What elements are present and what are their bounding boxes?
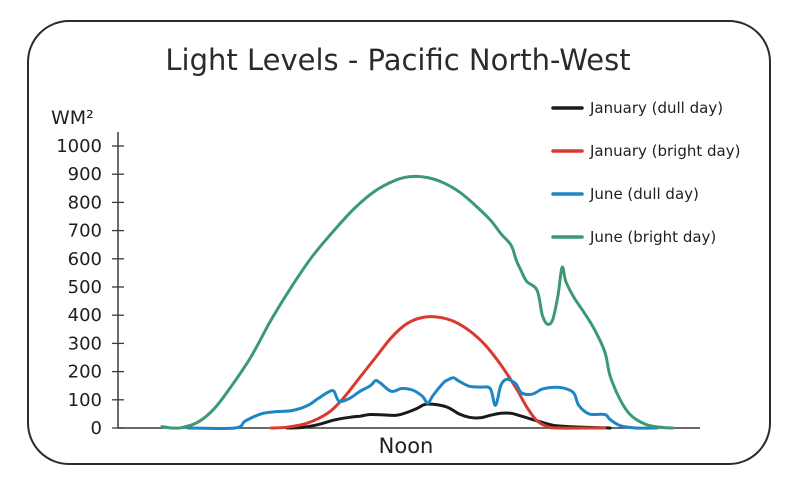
x-axis-label: Noon [379, 434, 434, 458]
y-tick-label: 900 [68, 164, 102, 185]
series-line-june-dull-day [186, 376, 659, 431]
y-tick-label: 200 [68, 362, 102, 383]
y-tick-label: 100 [68, 390, 102, 411]
y-tick-label: 800 [68, 192, 102, 213]
legend-label-january-dull-day: January (dull day) [589, 99, 723, 117]
legend-label-january-bright-day: January (bright day) [589, 142, 740, 160]
y-tick-label: 500 [68, 277, 102, 298]
legend-label-june-dull-day: June (dull day) [589, 185, 699, 203]
y-tick-label: 700 [68, 221, 102, 242]
series-line-january-bright-day [269, 315, 607, 430]
chart-title: Light Levels - Pacific North-West [165, 43, 630, 77]
legend: January (dull day) January (bright day) Ju… [551, 99, 740, 246]
y-axis-label: WM² [51, 107, 94, 129]
y-tick-label: 300 [68, 333, 102, 354]
y-tick-label: 0 [91, 418, 102, 439]
y-tick-label: 600 [68, 249, 102, 270]
series-line-january-dull-day [285, 402, 612, 430]
series-line-june-bright-day [160, 174, 675, 430]
y-tick-label: 400 [68, 305, 102, 326]
series-lines [160, 174, 675, 431]
y-tick-label: 1000 [56, 136, 102, 157]
legend-label-june-bright-day: June (bright day) [589, 228, 716, 246]
y-ticks: 0 100 200 300 400 500 600 700 800 900 1000 [56, 136, 124, 439]
